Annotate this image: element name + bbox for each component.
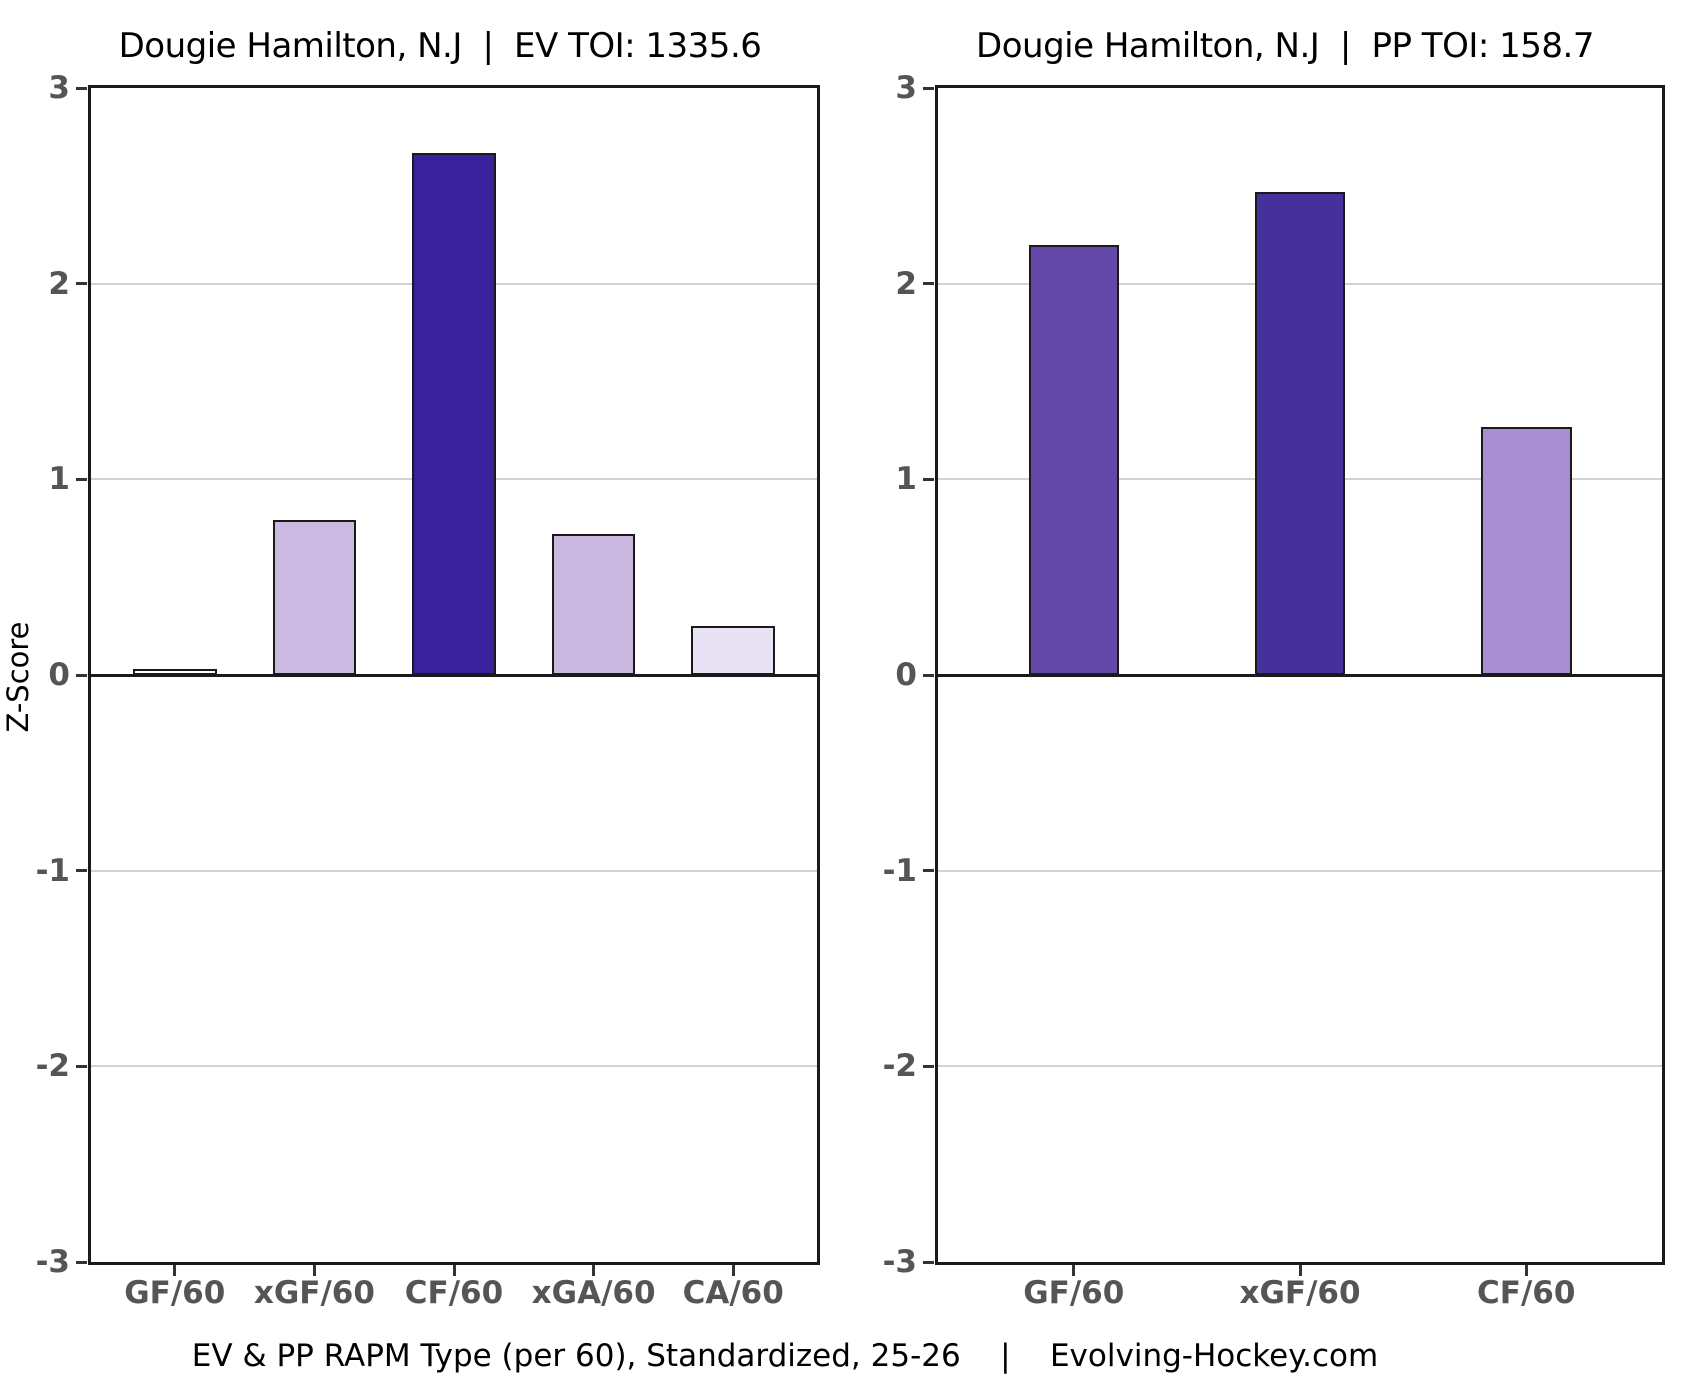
xtick-mark-CA/60 [731,1265,735,1276]
ytick-mark--3 [923,1260,934,1264]
ytick-label--2: -2 [882,1048,917,1085]
xtick-label-GF/60: GF/60 [1023,1275,1125,1311]
pp-chart-plot-area [935,85,1665,1265]
zero-line [938,673,1662,677]
ytick-mark--3 [76,1260,87,1264]
xtick-mark-CF/60 [452,1265,456,1276]
xtick-label-CA/60: CA/60 [682,1275,784,1311]
gridline-y-2 [938,1065,1662,1068]
xtick-label-xGF/60: xGF/60 [253,1275,375,1311]
ytick-label--2: -2 [35,1048,70,1085]
ytick-label-3: 3 [48,70,70,106]
ytick-mark--1 [76,869,87,873]
xtick-mark-xGA/60 [592,1265,596,1276]
figure-caption: EV & PP RAPM Type (per 60), Standardized… [191,1338,1379,1374]
ytick-label-0: 0 [48,657,70,693]
gridline-y-1 [91,869,817,872]
ytick-label--1: -1 [35,852,70,889]
ytick-label--1: -1 [882,852,917,889]
xtick-label-xGF/60: xGF/60 [1239,1275,1361,1311]
bar-xGF/60 [272,520,357,675]
xtick-label-GF/60: GF/60 [124,1275,226,1311]
bar-xGA/60 [551,534,636,675]
ytick-mark-0 [923,673,934,677]
bar-GF/60 [1028,244,1119,675]
bar-GF/60 [132,669,217,675]
ytick-label-1: 1 [48,461,70,498]
ytick-mark-1 [76,477,87,481]
xtick-mark-xGF/60 [312,1265,316,1276]
xtick-label-xGA/60: xGA/60 [531,1275,656,1311]
y-axis-label: Z-Score [1,621,35,733]
ytick-mark-3 [76,86,87,90]
ytick-mark-1 [923,477,934,481]
bar-xGF/60 [1254,191,1346,675]
xtick-mark-CF/60 [1524,1265,1528,1276]
ytick-mark--2 [76,1064,87,1068]
ytick-mark--2 [923,1064,934,1068]
gridline-y-1 [938,869,1662,872]
ytick-mark--1 [923,869,934,873]
ytick-mark-2 [923,282,934,286]
ytick-label--3: -3 [882,1244,917,1280]
xtick-label-CF/60: CF/60 [404,1275,504,1311]
ytick-label-2: 2 [895,265,917,302]
bar-CF/60 [1481,426,1572,675]
xtick-mark-GF/60 [1072,1265,1076,1276]
pp-chart-title: Dougie Hamilton, N.J | PP TOI: 158.7 [976,26,1594,66]
bar-CA/60 [691,626,776,675]
ytick-mark-0 [76,673,87,677]
ytick-label--3: -3 [35,1244,70,1280]
xtick-label-CF/60: CF/60 [1477,1275,1576,1311]
zero-line [91,673,817,677]
ytick-label-3: 3 [895,70,917,106]
ytick-label-1: 1 [895,461,917,498]
ytick-mark-2 [76,282,87,286]
ev-chart-plot-area [88,85,820,1265]
gridline-y-2 [91,1065,817,1068]
ytick-label-2: 2 [48,265,70,302]
xtick-mark-GF/60 [173,1265,177,1276]
ev-chart-title: Dougie Hamilton, N.J | EV TOI: 1335.6 [118,26,762,66]
bar-CF/60 [412,152,496,675]
ytick-label-0: 0 [895,657,917,693]
xtick-mark-xGF/60 [1298,1265,1302,1276]
ytick-mark-3 [923,86,934,90]
